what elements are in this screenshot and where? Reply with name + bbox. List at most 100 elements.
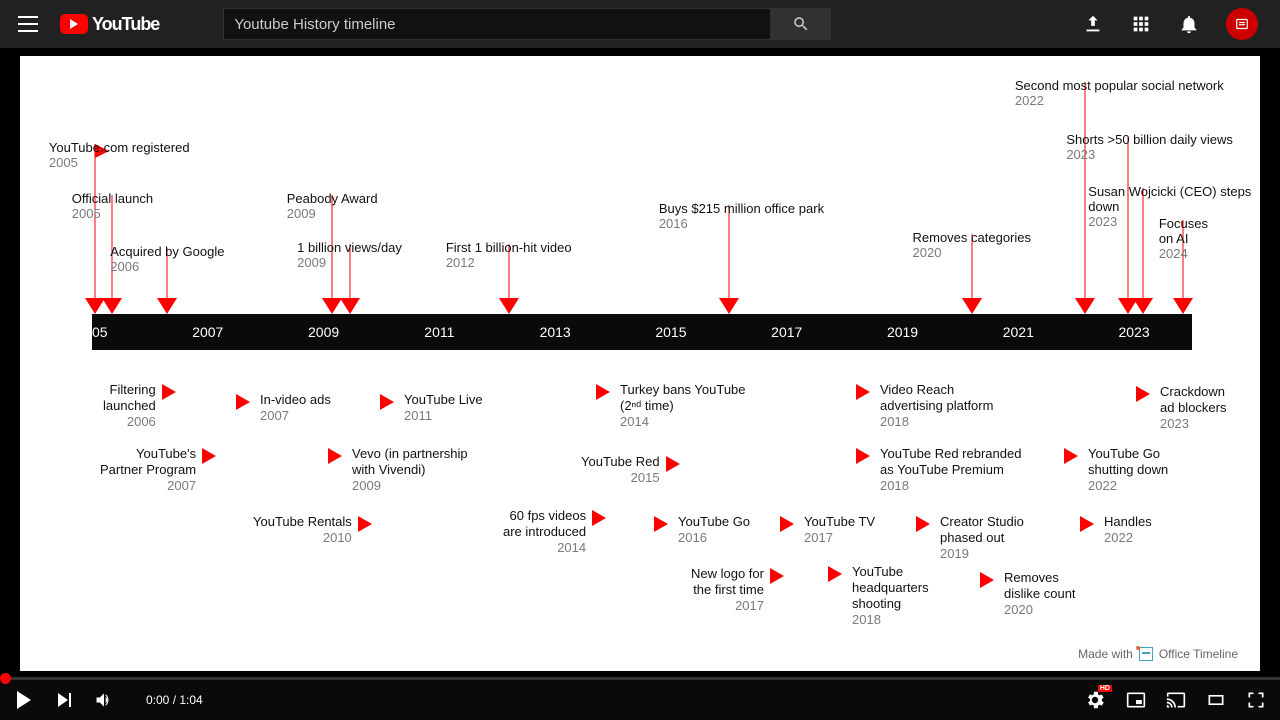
timeline-event: Second most popular social network2022 (1015, 78, 1224, 108)
timeline-event: YouTube'sPartner Program2007 (100, 446, 220, 493)
progress-bar[interactable] (0, 677, 1280, 680)
search-box (223, 8, 831, 40)
timeline-event: Buys $215 million office park2016 (659, 201, 824, 231)
timeline-event: Turkey bans YouTube(2ⁿᵈ time)2014 (596, 382, 746, 429)
timeline-event: 60 fps videosare introduced2014 (503, 508, 610, 555)
theater-button[interactable] (1206, 690, 1226, 710)
play-icon (596, 382, 614, 400)
axis-tick: 2007 (192, 314, 223, 350)
timeline-event: Creator Studiophased out2019 (916, 514, 1024, 561)
video-poster: 2005200720092011201320152017201920212023… (20, 56, 1260, 671)
timeline-event: Removesdislike count2020 (980, 570, 1076, 617)
play-icon (1136, 384, 1154, 402)
axis-tick: 2015 (655, 314, 686, 350)
search-button[interactable] (771, 8, 831, 40)
timeline-event: Video Reachadvertising platform2018 (856, 382, 993, 429)
play-icon (380, 392, 398, 410)
timeline-event: YouTube Go2016 (654, 514, 750, 545)
play-icon (770, 566, 788, 584)
youtube-logo[interactable]: YouTube (60, 14, 159, 35)
upload-icon[interactable] (1082, 13, 1104, 35)
notifications-icon[interactable] (1178, 13, 1200, 35)
made-with-prefix: Made with (1078, 647, 1133, 661)
event-arrow-icon (1133, 298, 1153, 314)
timeline-event: Shorts >50 billion daily views2023 (1066, 132, 1233, 162)
event-stem (1084, 82, 1085, 298)
made-with: Made with Office Timeline (1078, 647, 1238, 661)
avatar-icon (1233, 15, 1251, 33)
miniplayer-button[interactable] (1126, 690, 1146, 710)
event-arrow-icon (102, 298, 122, 314)
masthead: YouTube (0, 0, 1280, 48)
timeline-event: Official launch2005 (72, 191, 153, 221)
play-button[interactable] (14, 690, 34, 710)
timeline-event: Filteringlaunched2006 (103, 382, 180, 429)
office-timeline-icon (1139, 647, 1153, 661)
time-current: 0:00 (146, 693, 169, 707)
play-icon (856, 446, 874, 464)
made-with-name: Office Timeline (1159, 647, 1238, 661)
play-icon (328, 446, 346, 464)
timeline-event: Focuseson AI2024 (1159, 216, 1208, 261)
search-input[interactable] (223, 8, 771, 40)
progress-scrubber[interactable] (0, 673, 11, 684)
timeline-event: In-video ads2007 (236, 392, 331, 423)
timeline-event: YouTubeheadquartersshooting2018 (828, 564, 929, 627)
play-icon (202, 446, 220, 464)
avatar[interactable] (1226, 8, 1258, 40)
timeline-event: New logo forthe first time2017 (691, 566, 788, 613)
play-icon (358, 514, 376, 532)
event-arrow-icon (499, 298, 519, 314)
timeline-event: Acquired by Google2006 (110, 244, 224, 274)
event-arrow-icon (962, 298, 982, 314)
timeline-event: Vevo (in partnershipwith Vivendi)2009 (328, 446, 468, 493)
timeline-axis: 2005200720092011201320152017201920212023 (92, 314, 1192, 350)
timeline-event: Crackdownad blockers2023 (1136, 384, 1226, 431)
youtube-play-icon (60, 14, 88, 34)
event-arrow-icon (340, 298, 360, 314)
settings-button[interactable]: HD (1084, 689, 1106, 711)
play-icon (236, 392, 254, 410)
axis-tick: 2013 (540, 314, 571, 350)
timeline-event: YouTube Rentals2010 (253, 514, 376, 545)
gear-icon (1084, 689, 1106, 711)
timeline-event: Peabody Award2009 (287, 191, 378, 221)
event-arrow-icon (1173, 298, 1193, 314)
play-icon (654, 514, 672, 532)
play-icon (592, 508, 610, 526)
volume-icon (94, 689, 114, 711)
time-duration: 1:04 (179, 693, 202, 707)
axis-tick: 2009 (308, 314, 339, 350)
cast-button[interactable] (1166, 690, 1186, 710)
time-display: 0:00 / 1:04 (146, 693, 203, 707)
next-button[interactable] (54, 690, 74, 710)
play-icon (916, 514, 934, 532)
menu-icon[interactable] (16, 12, 40, 36)
timeline-event: 1 billion views/day2009 (297, 240, 402, 270)
play-icon (666, 454, 684, 472)
timeline-event: Handles2022 (1080, 514, 1152, 545)
apps-icon[interactable] (1130, 13, 1152, 35)
player-controls: 0:00 / 1:04 HD (0, 680, 1280, 720)
play-icon (780, 514, 798, 532)
volume-button[interactable] (94, 690, 114, 710)
fullscreen-button[interactable] (1246, 690, 1266, 710)
timeline-event: YouTube TV2017 (780, 514, 875, 545)
axis-tick: 2023 (1119, 314, 1150, 350)
axis-tick: 2005 (76, 314, 107, 350)
play-icon (980, 570, 998, 588)
search-icon (792, 15, 810, 33)
play-icon (1064, 446, 1082, 464)
timeline-event: Removes categories2020 (913, 230, 1032, 260)
event-arrow-icon (1075, 298, 1095, 314)
hd-badge: HD (1098, 685, 1112, 692)
timeline-event: YouTube Red2015 (581, 454, 684, 485)
play-icon (828, 564, 846, 582)
timeline-event: YouTube.com registered2005 (49, 140, 190, 170)
axis-tick: 2021 (1003, 314, 1034, 350)
youtube-wordmark: YouTube (92, 14, 159, 35)
axis-tick: 2019 (887, 314, 918, 350)
timeline-event: First 1 billion-hit video2012 (446, 240, 572, 270)
event-arrow-icon (157, 298, 177, 314)
timeline-event: YouTube Live2011 (380, 392, 483, 423)
